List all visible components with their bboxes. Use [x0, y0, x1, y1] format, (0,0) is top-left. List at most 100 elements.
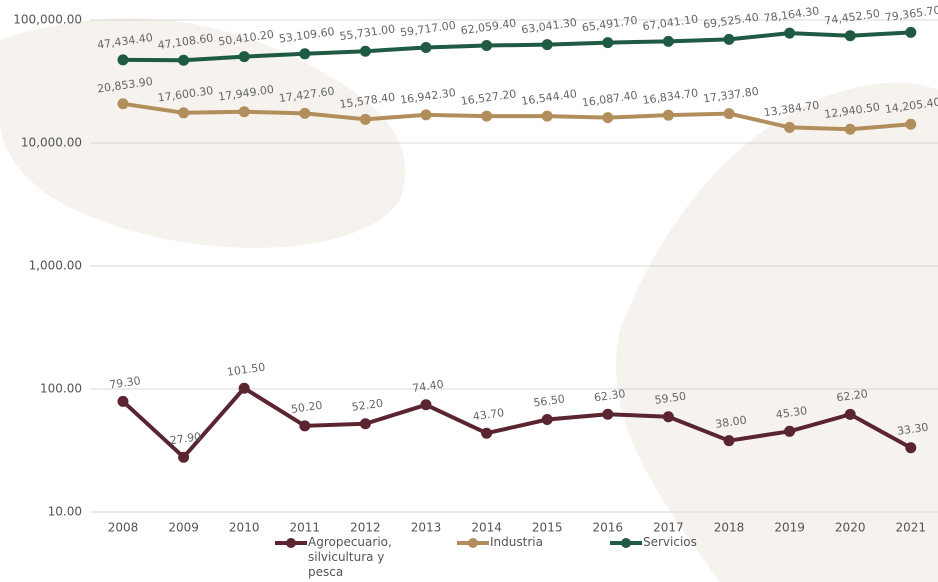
- data-point: [117, 98, 129, 110]
- data-point: [178, 451, 190, 463]
- legend-label: Industria: [490, 535, 543, 549]
- x-tick-label: 2012: [350, 521, 381, 535]
- value-label: 33.30: [896, 421, 929, 438]
- legend-item: Industria: [456, 535, 543, 550]
- data-point: [420, 399, 432, 411]
- series-line: [121, 386, 912, 460]
- legend-label: Servicios: [643, 535, 697, 549]
- legend-item: Servicios: [609, 535, 697, 550]
- data-point: [541, 110, 553, 122]
- data-point: [602, 408, 614, 420]
- value-label: 59.50: [654, 390, 687, 407]
- data-point: [117, 54, 129, 66]
- data-point: [359, 113, 371, 125]
- legend: Agropecuario, silvicultura y pesca Indust…: [0, 535, 938, 582]
- value-label: 62.20: [836, 387, 869, 404]
- value-label: 67,041.10: [642, 13, 699, 34]
- series-line: [122, 30, 911, 63]
- data-point: [723, 108, 735, 120]
- data-point: [784, 425, 796, 437]
- value-label: 16,527.20: [460, 87, 517, 108]
- data-point: [723, 33, 735, 45]
- background-shape: [0, 18, 406, 248]
- x-tick-label: 2017: [653, 521, 684, 535]
- value-label: 65,491.70: [581, 14, 638, 35]
- data-point: [359, 45, 371, 57]
- x-tick-label: 2011: [290, 521, 321, 535]
- data-point: [238, 382, 250, 394]
- legend-dot: [468, 538, 478, 548]
- data-point: [420, 42, 432, 54]
- value-label: 79,365.70: [884, 4, 938, 25]
- x-tick-label: 2021: [896, 521, 927, 535]
- value-label: 50.20: [290, 399, 323, 416]
- legend-marker: [275, 538, 307, 548]
- value-label: 16,834.70: [642, 86, 699, 107]
- legend-marker: [457, 538, 489, 548]
- x-tick-label: 2019: [774, 521, 805, 535]
- data-point: [602, 37, 614, 49]
- value-label: 16,087.40: [581, 89, 638, 110]
- x-tick-label: 2014: [471, 521, 502, 535]
- data-point: [541, 413, 553, 425]
- data-point: [359, 418, 371, 430]
- value-label: 62.30: [593, 387, 626, 404]
- legend-label: Agropecuario, silvicultura y pesca: [308, 535, 392, 579]
- data-point: [602, 112, 614, 124]
- data-point: [662, 35, 674, 47]
- value-label: 74.40: [411, 378, 444, 395]
- value-label: 38.00: [714, 414, 747, 431]
- data-point: [420, 109, 432, 121]
- data-point: [844, 408, 856, 420]
- x-tick-label: 2018: [714, 521, 745, 535]
- data-point: [299, 420, 311, 432]
- series-line: [122, 101, 911, 132]
- value-label: 59,717.00: [399, 19, 456, 40]
- value-label: 101.50: [226, 361, 266, 379]
- y-tick-label: 10,000.00: [21, 136, 82, 150]
- value-label: 55,731.00: [339, 22, 396, 43]
- x-tick-label: 2013: [411, 521, 442, 535]
- data-point: [481, 110, 493, 122]
- value-label: 53,109.60: [278, 25, 335, 46]
- data-point: [723, 435, 735, 447]
- data-point: [541, 39, 553, 51]
- data-point: [238, 51, 250, 63]
- y-tick-label: 100.00: [40, 382, 82, 396]
- value-label: 16,544.40: [521, 87, 578, 108]
- data-point: [481, 39, 493, 51]
- data-point: [844, 123, 856, 135]
- data-point: [299, 48, 311, 60]
- data-point: [662, 411, 674, 423]
- data-point: [299, 107, 311, 119]
- value-label: 27.90: [169, 430, 202, 447]
- data-point: [238, 106, 250, 118]
- legend-item: Agropecuario, silvicultura y pesca: [274, 535, 408, 580]
- data-point: [844, 30, 856, 42]
- value-label: 78,164.30: [763, 4, 820, 25]
- data-point: [784, 121, 796, 133]
- data-point: [178, 107, 190, 119]
- legend-dot: [621, 538, 631, 548]
- data-point: [905, 118, 917, 130]
- x-tick-label: 2020: [835, 521, 866, 535]
- x-tick-label: 2008: [108, 521, 139, 535]
- value-label: 63,041.30: [521, 16, 578, 37]
- y-tick-label: 100,000.00: [13, 13, 82, 27]
- value-label: 79.30: [108, 374, 141, 391]
- value-label: 52.20: [351, 397, 384, 414]
- x-tick-label: 2016: [593, 521, 624, 535]
- value-label: 43.70: [472, 406, 505, 423]
- x-tick-label: 2010: [229, 521, 260, 535]
- legend-dot: [286, 538, 296, 548]
- data-point: [117, 395, 129, 407]
- x-tick-label: 2009: [168, 521, 199, 535]
- legend-marker: [610, 538, 642, 548]
- background-shape: [616, 82, 938, 582]
- data-point: [178, 54, 190, 66]
- value-label: 56.50: [533, 392, 566, 409]
- data-point: [662, 109, 674, 121]
- data-point: [481, 427, 493, 439]
